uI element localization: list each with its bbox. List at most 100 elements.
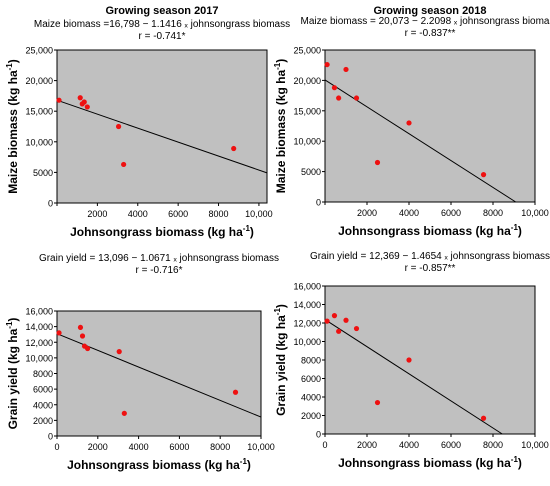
y-axis-label-text: Maize biomass (kg ha xyxy=(6,70,20,194)
y-axis-label: Maize biomass (kg ha-1) xyxy=(273,59,288,194)
y-tick-label: 6000 xyxy=(33,385,53,395)
y-tick-label: 16,000 xyxy=(25,307,53,317)
y-tick-label: 10,000 xyxy=(293,337,321,347)
correlation-coefficient: r = -0.857** xyxy=(405,263,456,274)
y-tick-label: 0 xyxy=(48,199,53,209)
y-axis-label-text: Grain yield (kg ha xyxy=(6,328,20,429)
x-tick-label: 8000 xyxy=(483,208,503,218)
data-point xyxy=(406,120,411,125)
data-point xyxy=(481,416,486,421)
data-point xyxy=(481,172,486,177)
y-tick-label: 6000 xyxy=(301,374,321,384)
x-axis-label-text: Johnsongrass biomass (kg ha xyxy=(67,458,240,472)
y-axis-label-close: ) xyxy=(274,304,288,308)
data-point xyxy=(325,319,330,324)
x-axis-label-close: ) xyxy=(247,458,251,472)
x-tick-label: 6000 xyxy=(441,440,461,450)
data-point xyxy=(233,390,238,395)
y-tick-label: 4000 xyxy=(301,393,321,403)
data-point xyxy=(85,346,90,351)
y-axis-label: Maize biomass (kg ha-1) xyxy=(5,59,20,194)
regression-equation: Maize biomass =16,798 − 1.1416 ₓ johnson… xyxy=(34,19,290,30)
y-tick-label: 8000 xyxy=(33,369,53,379)
x-tick-label: 10,000 xyxy=(521,440,549,450)
y-tick-label: 25,000 xyxy=(25,46,53,56)
data-point xyxy=(78,325,83,330)
x-tick-label: 10,000 xyxy=(245,209,273,219)
data-point xyxy=(121,162,126,167)
x-axis-label-close: ) xyxy=(250,225,254,239)
y-tick-label: 2000 xyxy=(33,416,53,426)
y-tick-label: 0 xyxy=(316,198,321,208)
data-point xyxy=(343,67,348,72)
x-tick-label: 2000 xyxy=(88,442,108,452)
plot-area xyxy=(325,286,535,434)
x-tick-label: 4000 xyxy=(399,440,419,450)
data-point xyxy=(80,333,85,338)
chart-panel-4: Grain yield = 12,369 − 1.4654 ₓ johnsong… xyxy=(273,251,550,470)
plot-area xyxy=(57,50,267,203)
data-point xyxy=(56,330,61,335)
chart-panel-3: Grain yield = 13,096 − 1.0671 ₓ johnsong… xyxy=(5,253,279,472)
x-tick-label: 2000 xyxy=(357,208,377,218)
y-tick-label: 12,000 xyxy=(293,319,321,329)
x-axis-label: Johnsongrass biomass (kg ha-1) xyxy=(338,223,522,238)
x-tick-label: 0 xyxy=(54,442,59,452)
x-tick-label: 4000 xyxy=(399,208,419,218)
y-tick-label: 20,000 xyxy=(25,76,53,86)
x-axis-label-close: ) xyxy=(518,456,522,470)
y-tick-label: 4000 xyxy=(33,400,53,410)
y-tick-label: 14,000 xyxy=(25,322,53,332)
y-axis-label-text: Maize biomass (kg ha xyxy=(274,70,288,194)
x-tick-label: 6000 xyxy=(441,208,461,218)
y-tick-label: 0 xyxy=(316,430,321,440)
y-tick-label: 2000 xyxy=(301,411,321,421)
x-axis-label-close: ) xyxy=(518,224,522,238)
x-tick-label: 4000 xyxy=(129,442,149,452)
x-tick-label: 10,000 xyxy=(247,442,275,452)
y-axis-label-text: Grain yield (kg ha xyxy=(274,315,288,416)
correlation-coefficient: r = -0.716* xyxy=(136,265,183,276)
data-point xyxy=(332,313,337,318)
y-axis-label-close: ) xyxy=(274,59,288,63)
data-point xyxy=(117,349,122,354)
x-tick-label: 8000 xyxy=(209,209,229,219)
data-point xyxy=(354,326,359,331)
y-tick-label: 10,000 xyxy=(25,353,53,363)
y-tick-label: 5000 xyxy=(33,168,53,178)
regression-equation: Grain yield = 12,369 − 1.4654 ₓ johnsong… xyxy=(310,251,550,262)
y-tick-label: 10,000 xyxy=(293,137,321,147)
y-tick-label: 25,000 xyxy=(293,46,321,56)
data-point xyxy=(336,95,341,100)
x-axis-label: Johnsongrass biomass (kg ha-1) xyxy=(70,224,254,239)
regression-equation: Maize biomass = 20,073 − 2.2098 ₓ johnso… xyxy=(301,16,550,27)
y-tick-label: 15,000 xyxy=(293,106,321,116)
plot-area xyxy=(325,50,535,202)
x-axis-label-text: Johnsongrass biomass (kg ha xyxy=(338,224,511,238)
data-point xyxy=(116,124,121,129)
data-point xyxy=(375,400,380,405)
y-tick-label: 12,000 xyxy=(25,338,53,348)
plot-area xyxy=(57,311,261,436)
x-axis-label-text: Johnsongrass biomass (kg ha xyxy=(338,456,511,470)
data-point xyxy=(82,99,87,104)
data-point xyxy=(122,411,127,416)
x-tick-label: 10,000 xyxy=(521,208,549,218)
correlation-coefficient: r = -0.837** xyxy=(405,28,456,39)
data-point xyxy=(85,104,90,109)
x-tick-label: 4000 xyxy=(128,209,148,219)
y-axis-label-close: ) xyxy=(6,59,20,63)
y-tick-label: 5000 xyxy=(301,167,321,177)
y-axis-label-close: ) xyxy=(6,318,20,322)
data-point xyxy=(56,98,61,103)
y-tick-label: 14,000 xyxy=(293,300,321,310)
x-tick-label: 0 xyxy=(322,440,327,450)
data-point xyxy=(336,329,341,334)
y-tick-label: 20,000 xyxy=(293,76,321,86)
y-axis-label: Grain yield (kg ha-1) xyxy=(5,318,20,430)
data-point xyxy=(343,318,348,323)
